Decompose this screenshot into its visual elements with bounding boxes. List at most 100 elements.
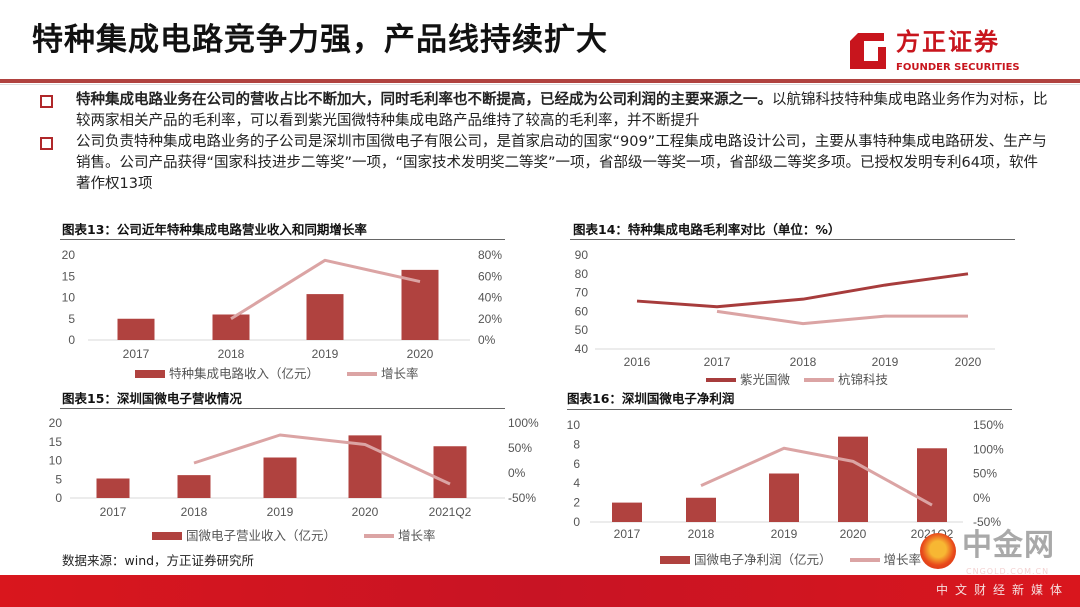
y-tick-label: 4 [573, 476, 580, 490]
bar [612, 502, 642, 522]
x-tick-label: 2017 [704, 355, 731, 369]
y2-tick-label: 60% [478, 269, 502, 283]
bar [686, 497, 716, 522]
cngold-watermark: 中金网 CNGOLD.COM.CN 中文财经新媒体 [920, 525, 1080, 607]
bar [177, 475, 211, 498]
y-tick-label: 10 [49, 454, 63, 468]
bar [96, 478, 130, 498]
y2-tick-label: 100% [508, 416, 539, 430]
y-tick-label: 20 [62, 248, 76, 262]
bar [838, 436, 868, 522]
x-tick-label: 2017 [123, 347, 150, 361]
y2-tick-label: 50% [508, 441, 532, 455]
y2-tick-label: -50% [973, 515, 1001, 529]
y2-tick-label: 150% [973, 418, 1004, 432]
x-tick-label: 2019 [872, 355, 899, 369]
y-tick-label: 15 [62, 269, 76, 283]
chart16-title: 图表16：深圳国微电子净利润 [567, 391, 735, 406]
x-tick-label: 2018 [218, 347, 245, 361]
y-tick-label: 70 [575, 286, 589, 300]
y-tick-label: 10 [62, 291, 76, 305]
x-tick-label: 2019 [267, 505, 294, 519]
bar [917, 448, 947, 522]
y2-tick-label: 0% [478, 333, 496, 347]
y-tick-label: 50 [575, 323, 589, 337]
y2-tick-label: 40% [478, 291, 502, 305]
y-tick-label: 0 [573, 515, 580, 529]
series-line-1 [700, 446, 933, 507]
x-tick-label: 2019 [312, 347, 339, 361]
header-divider [0, 79, 1080, 83]
y-tick-label: 10 [567, 418, 581, 432]
x-tick-label: 2017 [100, 505, 127, 519]
chart13-legend: 特种集成电路收入（亿元） 增长率 [135, 366, 419, 381]
legend-label: 增长率 [883, 552, 922, 567]
bullet-text: 以航锦科技特种集成电路业务作为对标，比较两家相关产品的毛利率，可以看到紫光国微特… [76, 92, 1048, 129]
y-tick-label: 0 [68, 333, 75, 347]
x-tick-label: 2019 [771, 527, 798, 541]
legend-bar-swatch [135, 369, 165, 378]
legend-line-swatch [347, 371, 378, 376]
chart14-title: 图表14：特种集成电路毛利率对比（单位：%） [573, 222, 841, 237]
chart13-rule [60, 239, 505, 240]
legend-label: 增长率 [398, 528, 436, 543]
x-tick-label: 2020 [352, 505, 379, 519]
bullet-bold-text: 特种集成电路业务在公司的营收占比不断加大，同时毛利率也不断提高，已经成为公司利润… [76, 92, 772, 108]
bullet-list: 特种集成电路业务在公司的营收占比不断加大，同时毛利率也不断提高，已经成为公司利润… [40, 90, 1050, 195]
y-tick-label: 40 [575, 342, 589, 356]
y2-tick-label: 0% [508, 466, 526, 480]
y-tick-label: 2 [573, 496, 580, 510]
chart13-title: 图表13：公司近年特种集成电路营业收入和同期增长率 [62, 222, 367, 237]
x-tick-label: 2018 [688, 527, 715, 541]
legend-label: 杭锦科技 [838, 372, 889, 387]
series-line-1 [230, 258, 421, 321]
square-bullet-icon [40, 95, 53, 108]
watermark-sub: 中文财经新媒体 [936, 583, 1070, 597]
legend-label: 增长率 [381, 366, 419, 381]
y-tick-label: 90 [575, 248, 589, 262]
legend-label: 特种集成电路收入（亿元） [169, 366, 320, 381]
legend-label: 紫光国微 [740, 372, 791, 387]
legend-line-swatch [849, 557, 880, 562]
y2-tick-label: 50% [973, 467, 997, 481]
legend-label: 国微电子净利润（亿元） [694, 552, 832, 567]
legend-line-swatch [706, 377, 736, 382]
bar [769, 473, 799, 522]
logo-text-en: FOUNDER SECURITIES [896, 62, 1020, 73]
chart16-legend: 国微电子净利润（亿元） 增长率 [660, 552, 921, 567]
founder-securities-logo: 方正证券 FOUNDER SECURITIES [850, 28, 1030, 78]
chart15-legend: 国微电子营业收入（亿元） 增长率 [152, 528, 436, 543]
x-tick-label: 2017 [614, 527, 641, 541]
bar [117, 318, 155, 340]
y2-tick-label: 20% [478, 312, 502, 326]
legend-label: 国微电子营业收入（亿元） [186, 528, 337, 543]
watermark-cn: 中金网 [962, 528, 1055, 563]
y-tick-label: 60 [575, 304, 589, 318]
watermark-en: CNGOLD.COM.CN [966, 567, 1050, 576]
chart14-rule [570, 239, 1015, 240]
page-title: 特种集成电路竞争力强，产品线持续扩大 [32, 22, 608, 58]
legend-line-swatch [804, 377, 835, 382]
chart14-legend: 紫光国微 杭锦科技 [706, 372, 888, 387]
data-source-note: 数据来源：wind，方正证券研究所 [62, 553, 255, 568]
y-tick-label: 5 [68, 312, 75, 326]
bar [306, 294, 344, 340]
bullet-text: 公司负责特种集成电路业务的子公司是深圳市国微电子有限公司，是首家启动的国家“90… [76, 134, 1047, 192]
x-tick-label: 2020 [407, 347, 434, 361]
square-bullet-icon [40, 137, 53, 150]
chart16-rule [567, 409, 1012, 410]
y-tick-label: 15 [49, 435, 63, 449]
chart15-title: 图表15：深圳国微电子营收情况 [62, 391, 242, 406]
y-tick-label: 5 [55, 472, 62, 486]
y-tick-label: 0 [55, 491, 62, 505]
legend-line-swatch [364, 533, 395, 538]
bullet-item: 特种集成电路业务在公司的营收占比不断加大，同时毛利率也不断提高，已经成为公司利润… [40, 90, 1050, 132]
bar [263, 457, 297, 498]
x-tick-label: 2021Q2 [429, 505, 472, 519]
y-tick-label: 20 [49, 416, 63, 430]
legend-bar-swatch [660, 555, 690, 564]
y-tick-label: 80 [575, 267, 589, 281]
logo-text-cn: 方正证券 [896, 28, 1000, 56]
chart15-rule [60, 408, 505, 409]
